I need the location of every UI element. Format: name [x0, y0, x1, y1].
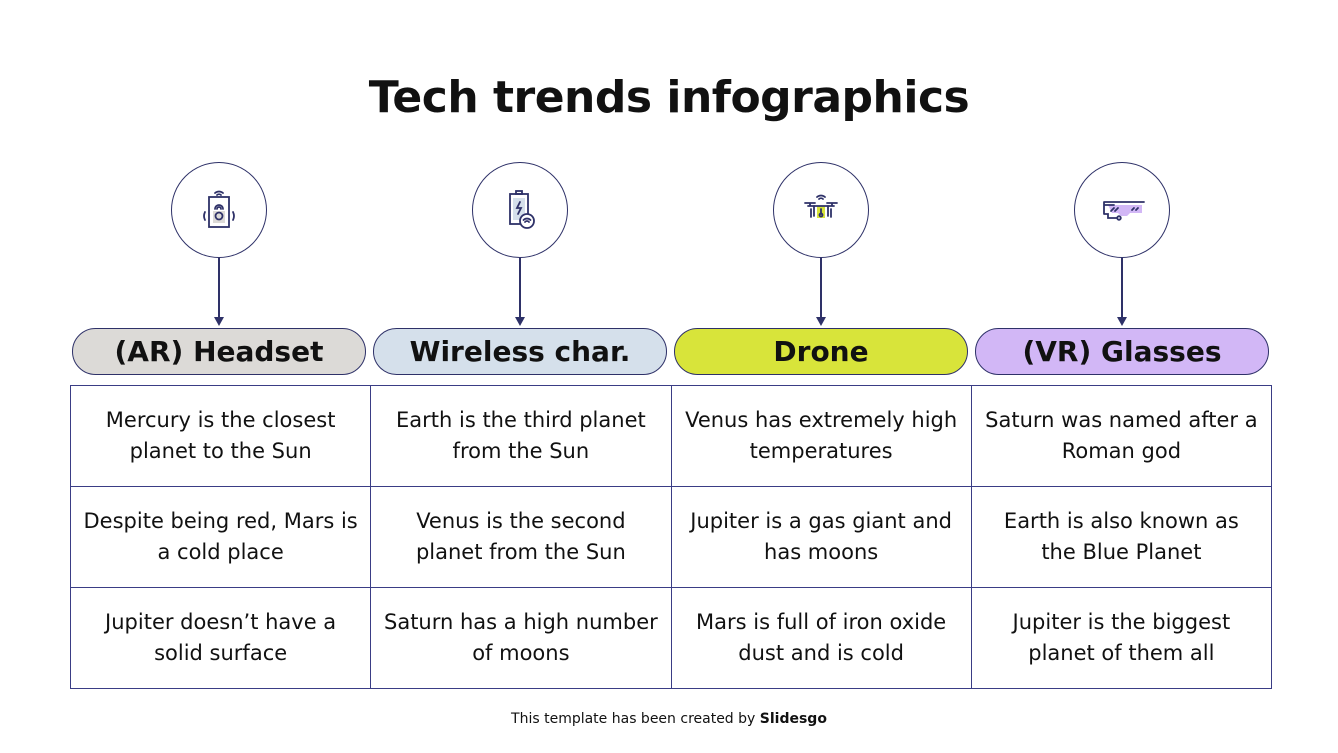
slide-title: Tech trends infographics	[368, 72, 970, 123]
table-cell: Venus has extremely high temperatures	[670, 385, 972, 487]
table-cell: Jupiter doesn’t have a solid surface	[69, 587, 372, 689]
table-cell: Mercury is the closest planet to the Sun	[69, 385, 372, 487]
arrow-icon	[816, 317, 826, 326]
icon-circle	[1074, 162, 1170, 258]
table-row: Jupiter doesn’t have a solid surface Sat…	[69, 587, 1273, 689]
footer-brand-link[interactable]: Slidesgo	[759, 711, 827, 727]
table-cell: Jupiter is the biggest planet of them al…	[970, 587, 1273, 689]
vr-glasses-icon	[1103, 201, 1145, 221]
wireless-battery-icon	[509, 190, 535, 229]
icon-circle	[171, 162, 267, 258]
footer-text: This template has been created by	[511, 711, 760, 727]
footer-credit: This template has been created by Slides…	[0, 711, 1338, 727]
arrow-icon	[515, 317, 525, 326]
speaker-icon	[203, 190, 235, 228]
drone-icon	[804, 194, 838, 218]
table-cell: Venus is the second planet from the Sun	[370, 486, 672, 588]
table-cell: Earth is also known as the Blue Planet	[970, 486, 1273, 588]
pill-wireless: Wireless char.	[373, 328, 667, 375]
table-cell: Earth is the third planet from the Sun	[370, 385, 672, 487]
table-row: Despite being red, Mars is a cold place …	[69, 486, 1273, 588]
table-cell: Mars is full of iron oxide dust and is c…	[670, 587, 972, 689]
table-cell: Despite being red, Mars is a cold place	[69, 486, 372, 588]
pill-ar-headset: (AR) Headset	[72, 328, 366, 375]
table-cell: Saturn was named after a Roman god	[970, 385, 1273, 487]
icon-circle	[773, 162, 869, 258]
arrow-icon	[1117, 317, 1127, 326]
icon-circle	[472, 162, 568, 258]
table-cell: Jupiter is a gas giant and has moons	[670, 486, 972, 588]
table-cell: Saturn has a high number of moons	[370, 587, 672, 689]
pill-drone: Drone	[674, 328, 968, 375]
pill-vr-glasses: (VR) Glasses	[975, 328, 1269, 375]
table-row: Mercury is the closest planet to the Sun…	[69, 385, 1273, 487]
arrow-icon	[214, 317, 224, 326]
comparison-table: Mercury is the closest planet to the Sun…	[69, 385, 1273, 689]
